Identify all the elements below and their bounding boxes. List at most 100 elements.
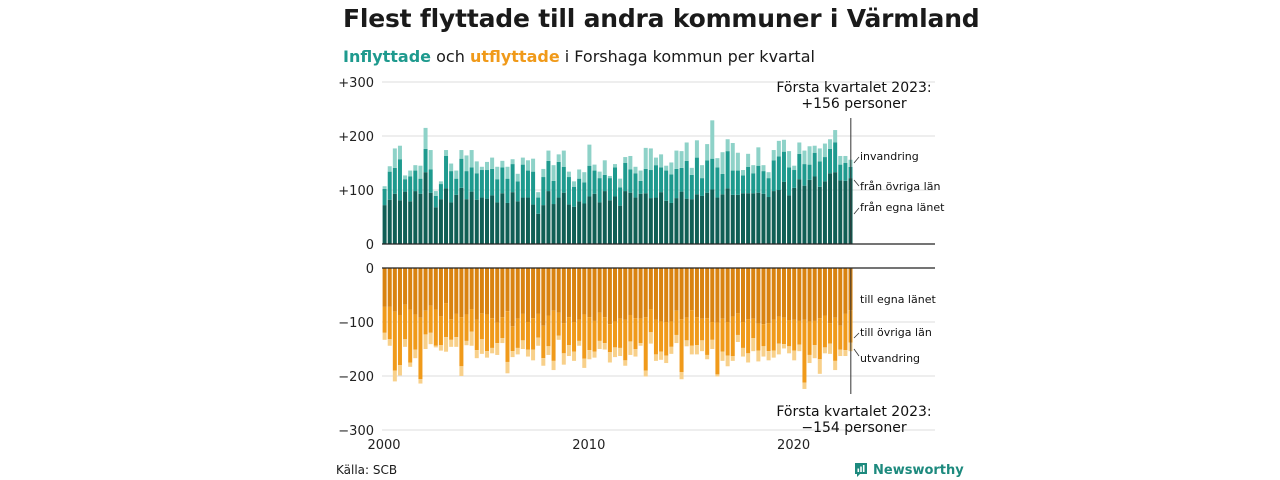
bar-outflow-emigration: [679, 372, 684, 380]
bar-outflow-own-county: [597, 268, 602, 313]
bar-inflow-immigration: [761, 165, 766, 172]
bar-outflow-emigration: [817, 359, 822, 374]
bar-inflow-own-county: [403, 191, 408, 244]
bar-inflow-other-counties: [643, 168, 648, 194]
bar-inflow-immigration: [587, 144, 592, 166]
bar-inflow-own-county: [449, 202, 454, 244]
bar-inflow-immigration: [438, 181, 443, 185]
bar-inflow-other-counties: [505, 178, 510, 203]
bar-inflow-own-county: [500, 193, 505, 244]
bar-outflow-other-counties: [766, 323, 771, 352]
bar-inflow-other-counties: [490, 168, 495, 196]
bar-outflow-emigration: [464, 340, 469, 346]
bar-outflow-other-counties: [387, 306, 392, 340]
bar-inflow-immigration: [705, 144, 710, 161]
bar-outflow-emigration: [459, 366, 464, 376]
bar-inflow-other-counties: [449, 171, 454, 203]
bar-outflow-own-county: [454, 268, 459, 314]
bar-outflow-other-counties: [413, 314, 418, 350]
bar-inflow-other-counties: [525, 170, 530, 198]
bar-outflow-emigration: [710, 339, 715, 349]
bar-inflow-other-counties: [413, 170, 418, 192]
bar-inflow-other-counties: [715, 167, 720, 198]
bar-inflow-other-counties: [454, 178, 459, 195]
bar-inflow-immigration: [694, 140, 699, 158]
bar-outflow-other-counties: [510, 326, 515, 352]
bar-inflow-other-counties: [735, 170, 740, 195]
bar-outflow-own-county: [710, 268, 715, 322]
bar-inflow-other-counties: [515, 181, 520, 202]
bar-inflow-own-county: [741, 193, 745, 244]
bar-outflow-other-counties: [572, 322, 577, 352]
bar-inflow-other-counties: [438, 184, 443, 200]
bar-outflow-other-counties: [797, 320, 802, 345]
brand-name: Newsworthy: [873, 462, 964, 478]
bar-outflow-other-counties: [746, 319, 751, 354]
bar-outflow-other-counties: [546, 315, 551, 347]
axes: [382, 243, 935, 269]
bar-inflow-other-counties: [756, 165, 761, 193]
bar-outflow-other-counties: [607, 324, 612, 353]
bar-inflow-own-county: [602, 191, 607, 244]
x-tick: 2010: [572, 438, 605, 453]
bar-inflow-other-counties: [694, 157, 699, 195]
bar-outflow-other-counties: [587, 317, 592, 351]
bar-outflow-other-counties: [710, 322, 715, 340]
bar-inflow-immigration: [433, 191, 438, 196]
bar-outflow-own-county: [643, 268, 648, 318]
bar-inflow-other-counties: [628, 169, 633, 193]
bar-inflow-own-county: [838, 180, 843, 244]
bar-outflow-emigration: [638, 343, 643, 346]
bar-inflow-own-county: [725, 188, 730, 244]
bar-inflow-own-county: [689, 199, 694, 244]
bar-inflow-immigration: [833, 130, 838, 143]
bar-inflow-other-counties: [551, 180, 556, 205]
bar-inflow-other-counties: [531, 171, 536, 205]
bar-outflow-emigration: [485, 351, 489, 358]
bar-outflow-other-counties: [520, 313, 525, 341]
bar-inflow-own-county: [664, 200, 669, 244]
bar-outflow-emigration: [551, 360, 556, 371]
bar-outflow-emigration: [674, 334, 679, 344]
bar-inflow-immigration: [710, 120, 715, 159]
bar-inflow-own-county: [797, 179, 802, 244]
bar-inflow-immigration: [423, 127, 428, 149]
bar-outflow-own-county: [725, 268, 730, 322]
bar-inflow-immigration: [582, 172, 587, 183]
bar-inflow-immigration: [597, 171, 602, 179]
bar-inflow-own-county: [674, 198, 679, 244]
bar-inflow-own-county: [761, 193, 766, 244]
bar-outflow-emigration: [838, 349, 843, 357]
bar-outflow-own-county: [602, 268, 607, 318]
bar-outflow-own-county: [807, 268, 812, 322]
bar-outflow-other-counties: [531, 318, 536, 350]
bar-outflow-emigration: [423, 334, 428, 349]
newsworthy-brand[interactable]: Newsworthy: [854, 462, 964, 478]
bar-outflow-emigration: [525, 349, 530, 357]
bar-inflow-immigration: [561, 150, 566, 167]
bar-inflow-own-county: [628, 192, 633, 244]
bar-inflow-other-counties: [397, 159, 402, 201]
bar-outflow-emigration: [592, 351, 597, 358]
bar-inflow-own-county: [633, 197, 638, 244]
y-tick-top: +300: [338, 76, 374, 91]
bar-outflow-own-county: [474, 268, 479, 320]
bar-outflow-emigration: [771, 350, 776, 358]
bottom-gridlines: [382, 321, 935, 431]
subtitle-connector: och: [431, 47, 470, 66]
bar-outflow-emigration: [643, 370, 648, 377]
annotations: Första kvartalet 2023:+156 personerFörst…: [776, 80, 945, 436]
bar-inflow-other-counties: [392, 167, 397, 194]
bar-outflow-emigration: [449, 339, 454, 347]
bar-inflow-own-county: [566, 204, 571, 244]
bar-inflow-immigration: [674, 150, 679, 169]
bar-outflow-own-county: [776, 268, 781, 317]
bar-outflow-own-county: [694, 268, 699, 318]
bar-outflow-other-counties: [515, 318, 520, 348]
bar-inflow-own-county: [515, 201, 520, 244]
bar-inflow-immigration: [787, 151, 792, 168]
bar-inflow-immigration: [689, 167, 694, 175]
bar-outflow-own-county: [833, 268, 838, 318]
bar-inflow-own-county: [469, 191, 474, 244]
